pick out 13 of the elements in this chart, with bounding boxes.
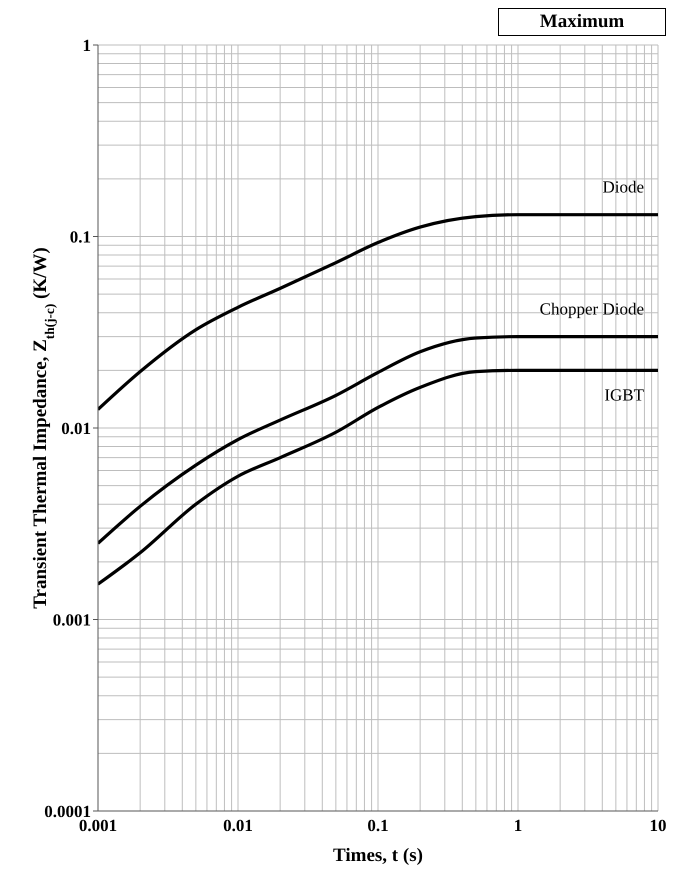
series-label: IGBT	[604, 385, 645, 404]
x-tick-label: 10	[650, 816, 666, 836]
y-tick-label: 1	[82, 36, 91, 56]
series-label: Diode	[602, 178, 644, 197]
y-tick-label: 0.1	[70, 228, 91, 247]
y-tick-label: 0.01	[61, 419, 91, 438]
text: Maximum	[498, 8, 666, 36]
x-axis-title: Times, t (s)	[333, 845, 423, 866]
x-tick-label: 0.1	[367, 816, 389, 836]
x-tick-label: 0.01	[223, 816, 253, 836]
x-tick-label: 1	[514, 816, 522, 836]
series-label: Chopper Diode	[540, 300, 644, 319]
y-tick-label: 0.001	[52, 610, 91, 630]
